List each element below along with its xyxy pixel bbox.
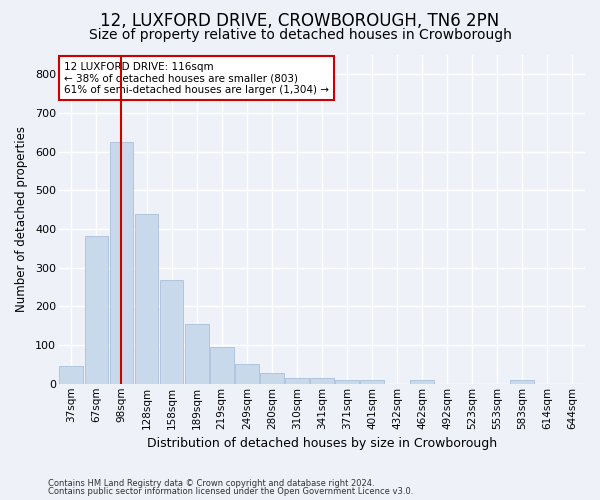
Bar — [410, 380, 434, 384]
Text: Size of property relative to detached houses in Crowborough: Size of property relative to detached ho… — [89, 28, 511, 42]
Bar — [85, 236, 109, 384]
Bar — [335, 380, 359, 384]
Bar — [134, 214, 158, 384]
Bar — [210, 347, 233, 384]
X-axis label: Distribution of detached houses by size in Crowborough: Distribution of detached houses by size … — [147, 437, 497, 450]
Bar — [310, 378, 334, 384]
Text: 12, LUXFORD DRIVE, CROWBOROUGH, TN6 2PN: 12, LUXFORD DRIVE, CROWBOROUGH, TN6 2PN — [100, 12, 500, 30]
Bar — [160, 280, 184, 384]
Bar — [285, 378, 309, 384]
Bar — [59, 366, 83, 384]
Bar — [185, 324, 209, 384]
Y-axis label: Number of detached properties: Number of detached properties — [15, 126, 28, 312]
Text: 12 LUXFORD DRIVE: 116sqm
← 38% of detached houses are smaller (803)
61% of semi-: 12 LUXFORD DRIVE: 116sqm ← 38% of detach… — [64, 62, 329, 95]
Bar — [511, 380, 534, 384]
Bar — [110, 142, 133, 384]
Bar — [235, 364, 259, 384]
Bar — [260, 373, 284, 384]
Bar — [360, 380, 384, 384]
Text: Contains public sector information licensed under the Open Government Licence v3: Contains public sector information licen… — [48, 487, 413, 496]
Text: Contains HM Land Registry data © Crown copyright and database right 2024.: Contains HM Land Registry data © Crown c… — [48, 478, 374, 488]
